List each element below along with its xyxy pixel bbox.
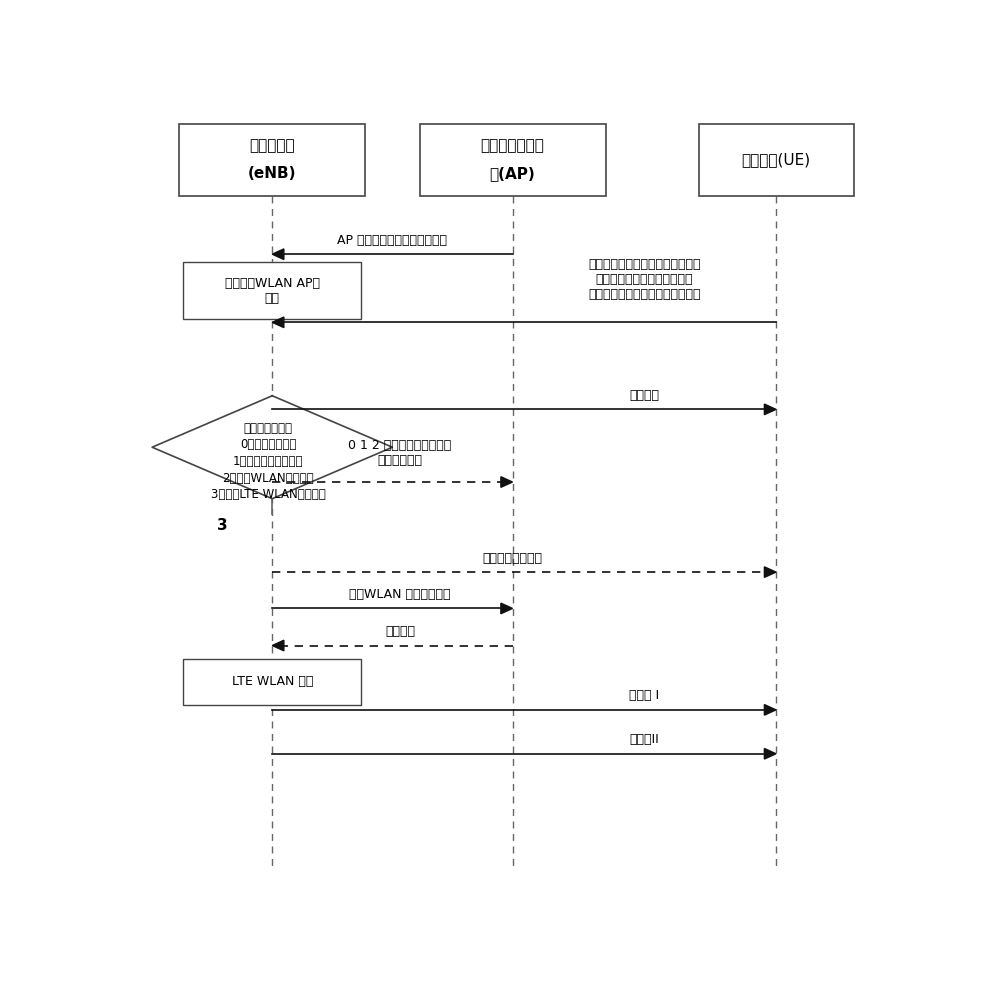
Text: 用户发起传输请求，报告需求信息
（请求数据量，最大传输时限
等），用户位置信息，轨迹信息等: 用户发起传输请求，报告需求信息 （请求数据量，最大传输时限 等），用户位置信息，…	[588, 259, 700, 301]
Text: 0：等待下次传输: 0：等待下次传输	[240, 438, 297, 451]
Text: 数据流 I: 数据流 I	[629, 689, 659, 702]
Bar	[183, 262, 361, 318]
Text: 3: 3	[217, 518, 227, 533]
Bar	[179, 124, 365, 196]
Polygon shape	[272, 249, 284, 260]
Polygon shape	[764, 567, 776, 577]
Text: (eNB): (eNB)	[248, 166, 296, 181]
Text: 更新可用WLAN AP映
射集: 更新可用WLAN AP映 射集	[225, 276, 320, 305]
Text: LTE WLAN 聚合: LTE WLAN 聚合	[232, 675, 313, 688]
Polygon shape	[272, 640, 284, 651]
Text: 聚合应答: 聚合应答	[385, 625, 415, 638]
Polygon shape	[272, 318, 284, 327]
Text: 请求WLAN 协助聚合通知: 请求WLAN 协助聚合通知	[349, 588, 451, 601]
Text: 请求响应: 请求响应	[629, 389, 659, 402]
Polygon shape	[152, 396, 392, 498]
Text: AP 更新与报告坐标与网络状态: AP 更新与报告坐标与网络状态	[337, 234, 447, 247]
Text: 传输模式配置通知: 传输模式配置通知	[482, 551, 542, 564]
Text: 无线局域网接入: 无线局域网接入	[481, 139, 544, 153]
Text: 2：使用WLAN分流承载: 2：使用WLAN分流承载	[223, 472, 314, 485]
Polygon shape	[764, 705, 776, 716]
Bar	[420, 124, 606, 196]
Bar	[698, 124, 854, 196]
Text: 数据流II: 数据流II	[629, 733, 659, 746]
Polygon shape	[764, 404, 776, 415]
Polygon shape	[501, 604, 512, 613]
Text: 演进型基站: 演进型基站	[249, 139, 295, 153]
Text: 用户终端(UE): 用户终端(UE)	[741, 152, 811, 167]
Polygon shape	[764, 748, 776, 759]
Text: 3：采用LTE WLAN聚合方式: 3：采用LTE WLAN聚合方式	[211, 489, 326, 501]
Text: 点(AP): 点(AP)	[490, 166, 535, 181]
Bar	[183, 660, 361, 705]
Text: 0 1 2 方案采用系统内通知
及其传输模式: 0 1 2 方案采用系统内通知 及其传输模式	[349, 438, 452, 467]
Polygon shape	[501, 477, 512, 488]
Text: 1：使用蜂窝移动数据: 1：使用蜂窝移动数据	[233, 455, 304, 468]
Text: 传输模式决策：: 传输模式决策：	[244, 422, 293, 434]
